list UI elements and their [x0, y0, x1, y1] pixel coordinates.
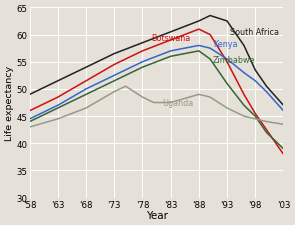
- X-axis label: Year: Year: [145, 210, 168, 220]
- Text: Botswana: Botswana: [151, 34, 190, 43]
- Text: Kenya: Kenya: [213, 40, 237, 49]
- Text: South Africa: South Africa: [230, 28, 279, 37]
- Text: Zimbabwe: Zimbabwe: [213, 55, 255, 64]
- Text: Uganda: Uganda: [162, 99, 194, 108]
- Y-axis label: Life expectancy: Life expectancy: [5, 66, 14, 140]
